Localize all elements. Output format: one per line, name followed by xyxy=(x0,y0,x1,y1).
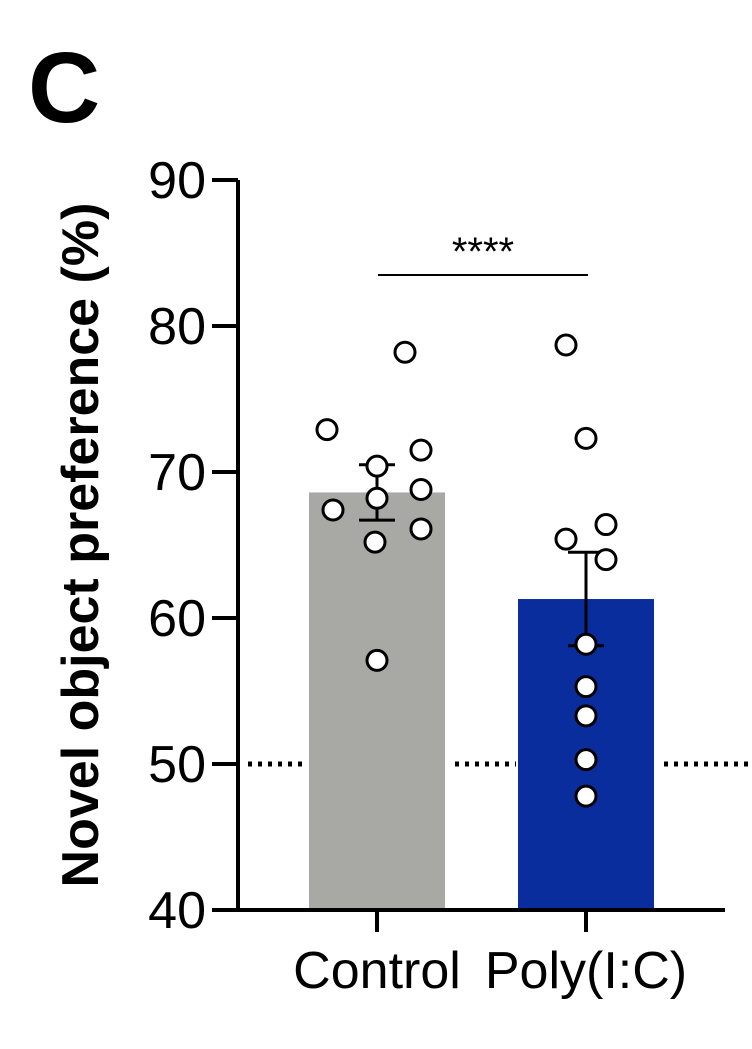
data-point xyxy=(365,648,389,672)
data-point xyxy=(554,527,578,551)
y-tick-label: 40 xyxy=(148,882,206,940)
data-point xyxy=(594,513,618,537)
x-tick-label: Poly(I:C) xyxy=(485,942,687,1000)
data-point xyxy=(574,426,598,450)
data-point xyxy=(409,517,433,541)
data-point xyxy=(365,486,389,510)
data-point xyxy=(321,498,345,522)
y-tick-label: 90 xyxy=(148,152,206,210)
data-point xyxy=(574,784,598,808)
data-point xyxy=(574,675,598,699)
data-point xyxy=(594,548,618,572)
plot-area: 40 50 60 70 80 90 Control Poly(I:C) **** xyxy=(148,152,750,1000)
bar-control xyxy=(309,492,445,910)
x-tick-label: Control xyxy=(293,942,461,1000)
significance-label: **** xyxy=(452,230,514,274)
y-tick-label: 50 xyxy=(148,736,206,794)
panel-label: C xyxy=(28,32,100,144)
data-point xyxy=(554,333,578,357)
y-tick-label: 60 xyxy=(148,590,206,648)
y-axis-label: Novel object preference (%) xyxy=(52,203,110,888)
data-point xyxy=(365,454,389,478)
data-point xyxy=(574,632,598,656)
data-point xyxy=(574,704,598,728)
data-point xyxy=(574,748,598,772)
data-point xyxy=(409,478,433,502)
data-point xyxy=(363,530,387,554)
y-tick-label: 80 xyxy=(148,298,206,356)
data-point xyxy=(315,418,339,442)
y-tick-label: 70 xyxy=(148,444,206,502)
data-point xyxy=(409,438,433,462)
data-point xyxy=(393,340,417,364)
